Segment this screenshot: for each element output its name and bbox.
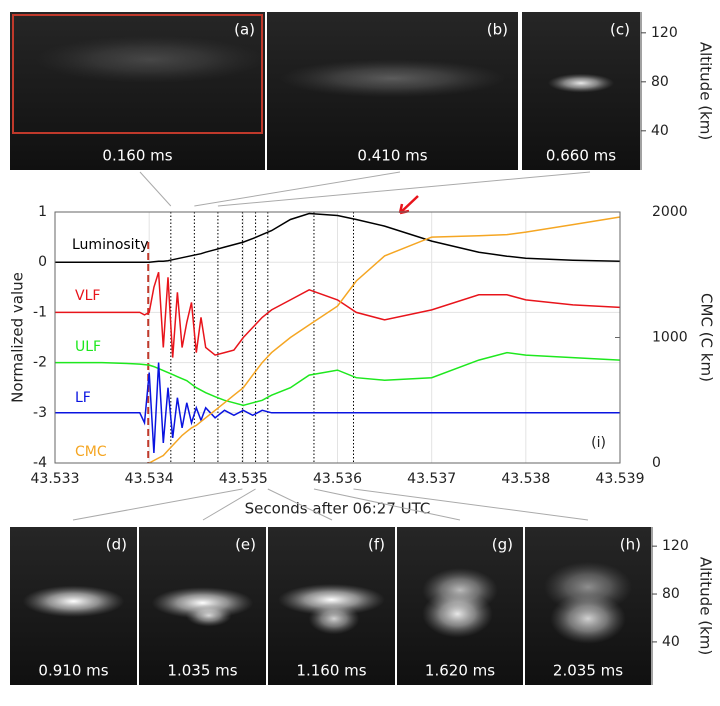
y2-tick-label: 2000 bbox=[652, 204, 688, 220]
y-tick-label: 1 bbox=[38, 204, 47, 220]
panel-time: 0.410 ms bbox=[357, 147, 427, 165]
panel-label: (h) bbox=[620, 536, 641, 554]
connector bbox=[202, 488, 256, 521]
glow bbox=[422, 590, 493, 638]
x-tick-label: 43.537 bbox=[407, 471, 456, 487]
connector bbox=[313, 488, 461, 521]
altitude-label: Altitude (km) bbox=[697, 557, 715, 655]
panel-time: 1.035 ms bbox=[167, 662, 237, 680]
panel-label: (b) bbox=[487, 21, 508, 39]
y2-tick-label: 0 bbox=[652, 455, 661, 471]
series-label: Luminosity bbox=[72, 237, 148, 253]
panel-time: 1.620 ms bbox=[425, 662, 495, 680]
glow bbox=[185, 604, 232, 627]
series-label: VLF bbox=[75, 288, 100, 304]
panel-label: (f) bbox=[368, 536, 385, 554]
glow bbox=[547, 73, 615, 93]
connector bbox=[72, 488, 243, 521]
altitude-tick-label: 80 bbox=[651, 74, 669, 90]
x-tick-label: 43.535 bbox=[219, 471, 268, 487]
series-line bbox=[148, 216, 621, 464]
series-label: LF bbox=[75, 390, 91, 406]
glow bbox=[550, 593, 626, 644]
panel-time: 0.660 ms bbox=[546, 147, 616, 165]
altitude-tick-label: 120 bbox=[662, 538, 689, 554]
panel-time: 0.910 ms bbox=[38, 662, 108, 680]
highlight-box bbox=[12, 14, 263, 134]
panel-label: (g) bbox=[492, 536, 513, 554]
annotation: (i) bbox=[591, 435, 606, 451]
series-label: ULF bbox=[75, 339, 101, 355]
connector bbox=[217, 171, 591, 207]
panel-label: (a) bbox=[234, 21, 255, 39]
panel-label: (e) bbox=[235, 536, 256, 554]
plot-area bbox=[54, 211, 621, 464]
glow bbox=[308, 602, 360, 635]
glow bbox=[22, 585, 125, 618]
glow bbox=[35, 35, 265, 84]
series-line bbox=[55, 362, 620, 454]
x-tick-label: 43.536 bbox=[313, 471, 362, 487]
altitude-tick-label: 40 bbox=[651, 123, 669, 139]
connector bbox=[139, 171, 172, 207]
altitude-label: Altitude (km) bbox=[697, 42, 715, 140]
panel-time: 1.160 ms bbox=[296, 662, 366, 680]
x-tick-label: 43.534 bbox=[125, 471, 174, 487]
series-line bbox=[55, 212, 621, 263]
series-line bbox=[55, 271, 621, 358]
y2-tick-label: 1000 bbox=[652, 330, 688, 346]
panel-label: (d) bbox=[106, 536, 127, 554]
y2-axis-label: CMC (C km) bbox=[698, 293, 716, 382]
panel-label: (c) bbox=[610, 21, 630, 39]
connector bbox=[353, 488, 589, 521]
panel-time: 0.160 ms bbox=[102, 147, 172, 165]
series-label: CMC bbox=[75, 444, 107, 460]
y-tick-label: 0 bbox=[38, 254, 47, 270]
connector bbox=[267, 488, 333, 521]
y-tick-label: -3 bbox=[33, 405, 47, 421]
altitude-tick-label: 120 bbox=[651, 25, 678, 41]
y-tick-label: -1 bbox=[33, 304, 47, 320]
glow bbox=[278, 583, 385, 616]
y-tick-label: -2 bbox=[33, 355, 47, 371]
panel-time: 2.035 ms bbox=[553, 662, 623, 680]
altitude-tick-label: 40 bbox=[662, 634, 680, 650]
altitude-tick-label: 80 bbox=[662, 586, 680, 602]
y-tick-label: -4 bbox=[33, 455, 47, 471]
x-tick-label: 43.533 bbox=[31, 471, 80, 487]
y-axis-label: Normalized value bbox=[9, 272, 27, 403]
series-line bbox=[55, 351, 621, 407]
glow bbox=[279, 59, 506, 98]
x-tick-label: 43.538 bbox=[501, 471, 550, 487]
x-axis-label: Seconds after 06:27 UTC bbox=[245, 500, 431, 518]
connector bbox=[194, 171, 401, 207]
arrow bbox=[398, 195, 419, 215]
x-tick-label: 43.539 bbox=[596, 471, 645, 487]
